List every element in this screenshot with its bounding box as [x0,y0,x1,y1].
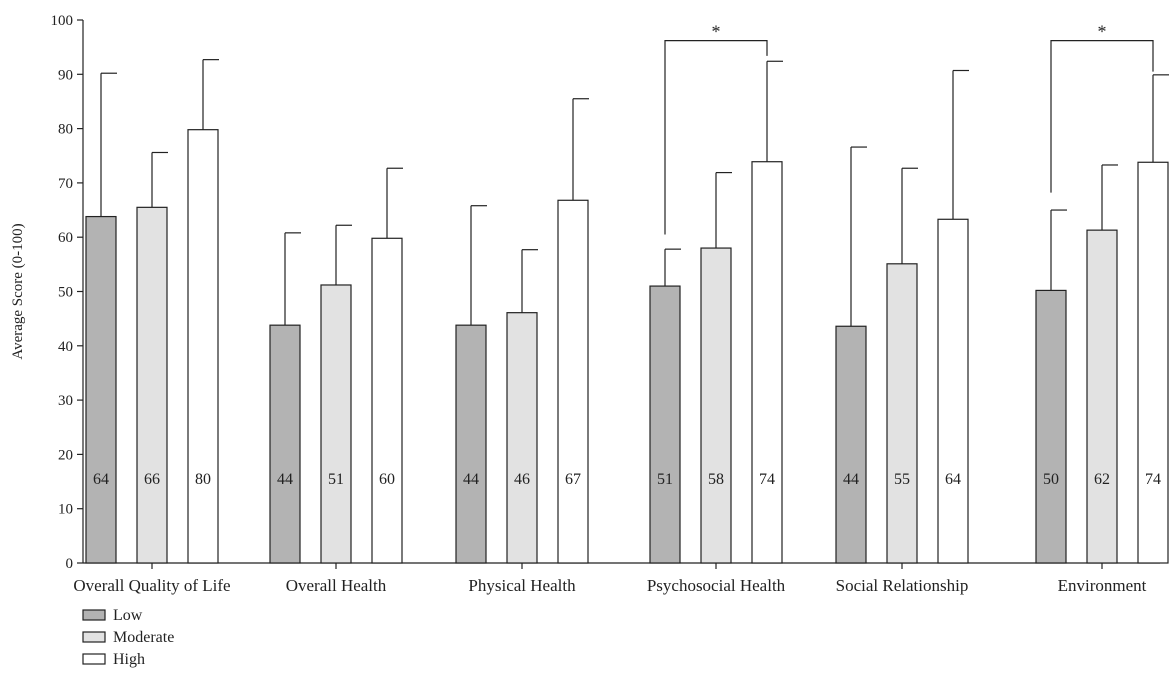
y-tick-label: 10 [58,502,73,518]
bar-moderate-4 [886,263,918,564]
data-label: 58 [708,471,724,488]
y-tick-label: 80 [58,122,73,138]
bar-moderate-5 [1086,229,1118,564]
data-label: 55 [894,471,910,488]
x-axis [83,562,1160,569]
bar-high-4 [937,218,969,564]
data-label: 64 [93,471,109,488]
legend-swatch-moderate [82,631,106,643]
x-tick-label: Environment [1058,576,1147,595]
data-label: 51 [657,471,673,488]
y-tick-label: 90 [58,67,73,83]
significance-bracket [1050,40,1154,193]
y-tick-label: 40 [58,339,73,355]
bar-low-3 [649,285,681,564]
significance-bracket [664,40,768,235]
bar-moderate-3 [700,247,732,564]
y-tick-label: 70 [58,176,73,192]
value-labels: 64 66 80 44 51 60 44 46 67 51 58 74 44 55 64 50 62 74 [93,471,1161,488]
data-label: 50 [1043,471,1059,488]
x-tick-label: Overall Quality of Life [73,576,230,595]
bar-low-5 [1035,289,1067,564]
legend-swatch-low [82,609,106,621]
significance-label: * [1098,22,1107,42]
bar-moderate-2 [506,312,538,564]
legend-label: Low [113,607,143,624]
x-tick-label: Psychosocial Health [647,576,786,595]
bar-high-2 [557,199,589,564]
bar-low-0 [85,215,117,564]
bars [85,129,1169,564]
bar-high-3 [751,161,783,564]
data-label: 66 [144,471,160,488]
x-tick-label: Physical Health [468,576,576,595]
bar-high-0 [187,129,219,564]
y-tick-label: 50 [58,285,73,301]
legend-label: Moderate [113,629,174,646]
error-bars [100,59,1169,327]
y-tick-label: 0 [66,556,74,572]
data-label: 51 [328,471,344,488]
y-tick-label: 20 [58,447,73,463]
y-axis: 0 10 20 30 40 50 60 70 80 90 100 [51,13,84,572]
y-tick-label: 100 [51,13,74,29]
legend-label: High [113,651,145,668]
data-label: 44 [277,471,293,488]
legend-swatch-high [82,653,106,665]
y-tick-label: 30 [58,393,73,409]
data-label: 46 [514,471,530,488]
data-label: 80 [195,471,211,488]
y-tick-label: 60 [58,230,73,246]
data-label: 62 [1094,471,1110,488]
bar-moderate-0 [136,206,168,564]
x-tick-label: Social Relationship [836,576,969,595]
significance-brackets: * * [664,22,1154,235]
x-tick-label: Overall Health [286,576,387,595]
bar-high-1 [371,237,403,564]
data-label: 64 [945,471,961,488]
data-label: 74 [1145,471,1161,488]
legend: Low Moderate High [82,607,174,668]
bar-low-1 [269,324,301,564]
data-label: 74 [759,471,775,488]
data-label: 60 [379,471,395,488]
significance-label: * [712,22,721,42]
bar-low-4 [835,325,867,564]
bar-high-5 [1137,161,1169,564]
bar-moderate-1 [320,284,352,564]
data-label: 44 [843,471,859,488]
data-label: 67 [565,471,581,488]
data-label: 44 [463,471,479,488]
category-labels: Overall Quality of Life Overall Health Phy… [73,576,1146,595]
y-axis-label: Average Score (0-100) [10,223,26,359]
bar-low-2 [455,324,487,564]
